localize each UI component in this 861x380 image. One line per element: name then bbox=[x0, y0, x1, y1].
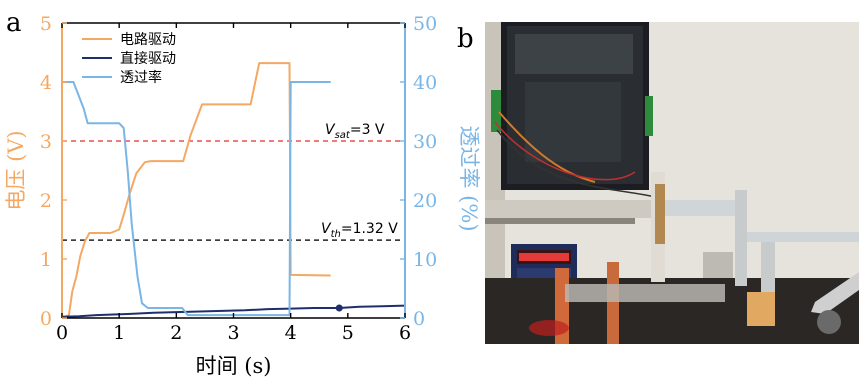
y-left-tick-label-2: 2 bbox=[40, 190, 52, 212]
panel-label-b: b bbox=[457, 24, 474, 54]
panel-label-a: a bbox=[6, 8, 22, 38]
reference-line-label-0: Vsat=3 V bbox=[325, 122, 385, 141]
x-axis-label: 时间 (s) bbox=[196, 354, 272, 378]
legend-entry-0: 电路驱动 bbox=[120, 32, 176, 48]
legend-entry-2: 透过率 bbox=[120, 69, 162, 86]
series-marker-0 bbox=[335, 304, 343, 312]
y-left-tick-label-4: 4 bbox=[40, 72, 52, 94]
series-line-2 bbox=[62, 81, 331, 317]
y-right-axis-label: 透过率 (%) bbox=[457, 125, 481, 231]
x-tick-label-4: 4 bbox=[285, 322, 297, 344]
x-tick-label-3: 3 bbox=[227, 322, 239, 344]
y-left-axis-label: 电压 (V) bbox=[4, 130, 28, 210]
reference-line-label-1: Vth=1.32 V bbox=[321, 221, 398, 240]
y-left-tick-label-5: 5 bbox=[40, 13, 52, 35]
y-right-tick-label-0: 0 bbox=[413, 308, 425, 330]
y-right-tick-label-1: 10 bbox=[413, 249, 437, 271]
y-right-tick-label-3: 30 bbox=[413, 131, 437, 153]
x-tick-label-1: 1 bbox=[113, 322, 125, 344]
x-tick-label-6: 6 bbox=[399, 322, 411, 344]
series-line-1 bbox=[61, 304, 406, 318]
y-left-tick-label-3: 3 bbox=[40, 131, 52, 153]
legend-entry-1: 直接驱动 bbox=[120, 50, 176, 67]
experiment-photo-drawing bbox=[485, 22, 859, 344]
x-tick-label-0: 0 bbox=[56, 322, 68, 344]
y-right-tick-label-4: 40 bbox=[413, 72, 437, 94]
y-right-tick-label-5: 50 bbox=[413, 13, 437, 35]
x-tick-label-5: 5 bbox=[342, 322, 354, 344]
y-right-tick-label-2: 20 bbox=[413, 190, 437, 212]
y-left-tick-label-1: 1 bbox=[40, 249, 52, 271]
experiment-photo bbox=[485, 22, 859, 344]
x-tick-label-2: 2 bbox=[170, 322, 182, 344]
y-left-tick-label-0: 0 bbox=[40, 308, 52, 330]
series-line-0 bbox=[61, 62, 331, 319]
